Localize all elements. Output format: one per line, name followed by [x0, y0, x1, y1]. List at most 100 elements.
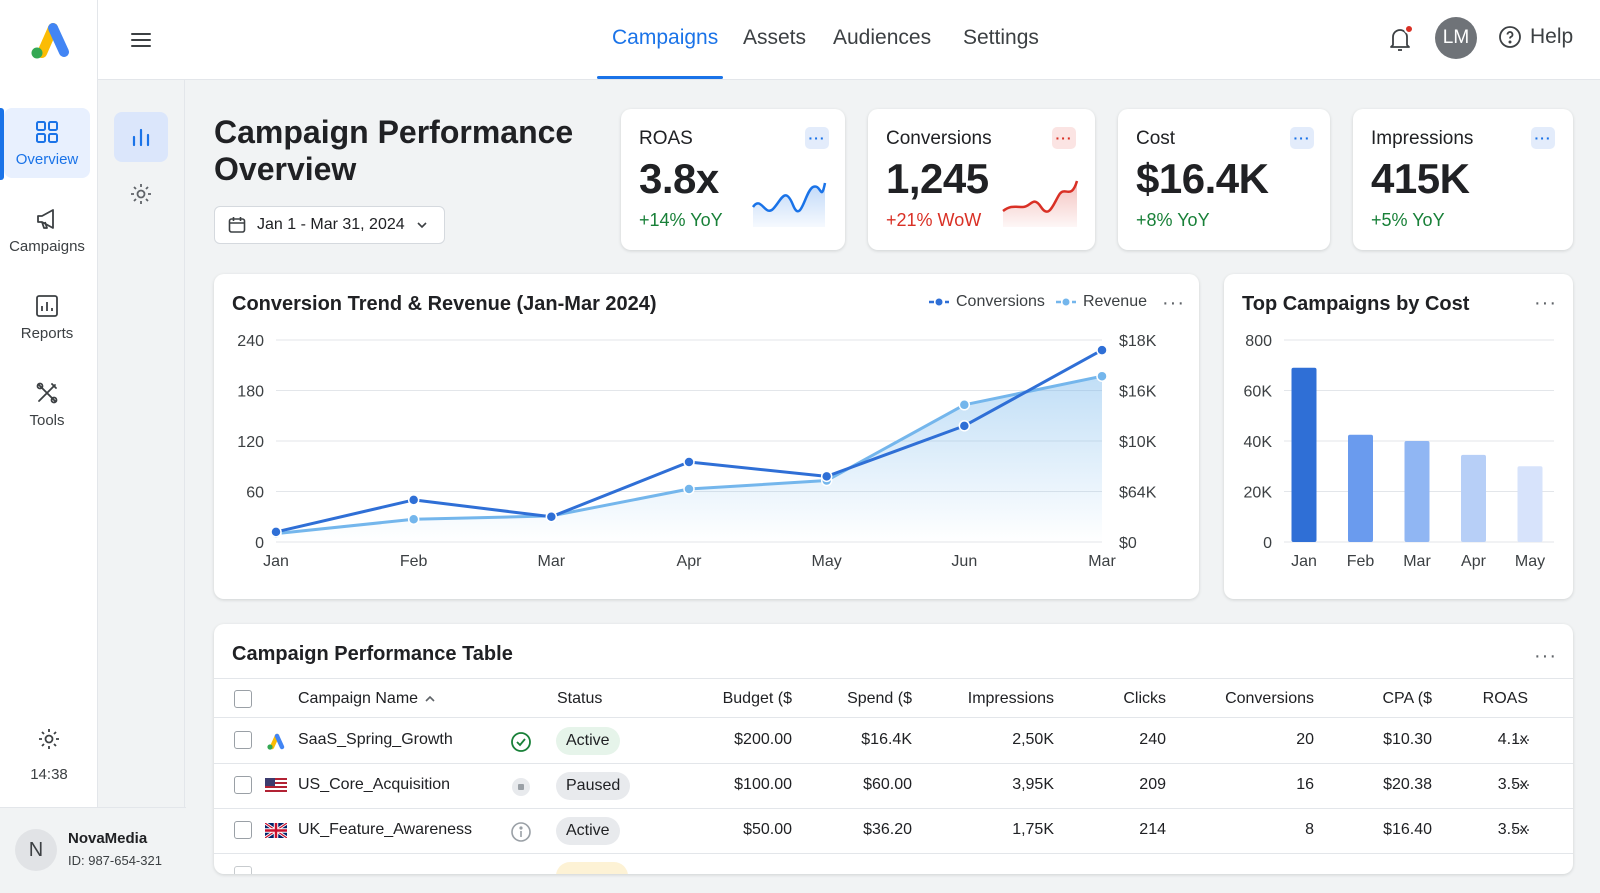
kpi-label: Impressions — [1371, 128, 1474, 149]
chart-legend: Conversions Revenue — [928, 293, 1147, 311]
tab-settings[interactable]: Settings — [963, 26, 1039, 49]
legend-revenue[interactable]: Revenue — [1055, 293, 1147, 311]
kpi-card-roas: ROAS ··· 3.8x +14% YoY — [621, 109, 845, 250]
kpi-more-button[interactable]: ··· — [1531, 127, 1555, 149]
x-tick-label: May — [812, 553, 842, 570]
campaign-name[interactable]: US_Core_Acquisition — [298, 776, 451, 793]
uk-flag-icon — [265, 823, 287, 838]
x-tick-label: Jan — [1291, 553, 1317, 570]
google-ads-logo[interactable] — [27, 17, 71, 61]
legend-label: Revenue — [1082, 293, 1147, 310]
rail-item-campaigns[interactable]: Campaigns — [4, 195, 90, 265]
tab-assets[interactable]: Assets — [743, 26, 807, 49]
y-tick-label-right: $16K — [1119, 384, 1157, 401]
analytics-view-button[interactable] — [114, 112, 168, 162]
table-row[interactable]: SaaS_Spring_Growth Active $200.00 $16.4K… — [214, 719, 1573, 764]
x-tick-label: Feb — [1347, 553, 1375, 570]
hamburger-menu-icon[interactable] — [128, 27, 154, 53]
report-icon — [36, 294, 58, 317]
kpi-more-button[interactable]: ··· — [1290, 127, 1314, 149]
y-tick-label-right: $10K — [1119, 434, 1157, 451]
status-badge: Paused — [556, 772, 631, 800]
data-point-conversions — [820, 470, 833, 483]
rail-item-overview[interactable]: Overview — [4, 108, 90, 178]
legend-swatch — [929, 298, 949, 306]
row-checkbox[interactable] — [234, 821, 252, 839]
calendar-icon — [228, 217, 246, 233]
campaign-name[interactable]: UK_Feature_Awareness — [298, 821, 473, 838]
kpi-more-button[interactable]: ··· — [805, 127, 829, 149]
row-checkbox[interactable] — [234, 866, 252, 874]
row-more-button[interactable]: ··· — [1511, 729, 1532, 749]
rail-item-reports[interactable]: Reports — [4, 282, 90, 352]
help-label: Help — [1530, 25, 1574, 48]
kpi-value: 3.8x — [639, 155, 719, 202]
budget-cell: $50.00 — [743, 821, 792, 838]
row-more-button[interactable]: ··· — [1511, 819, 1532, 839]
clock-time: 14:38 — [30, 766, 68, 783]
impressions-cell: 2,50K — [1012, 731, 1054, 748]
campaign-name[interactable]: SaaS_Spring_Growth — [298, 731, 453, 748]
column-header-cpa[interactable]: CPA ($ — [1382, 690, 1433, 707]
column-header-name[interactable]: Campaign Name — [298, 690, 436, 708]
row-checkbox[interactable] — [234, 731, 252, 749]
bar-chart: 800 60K 40K 20K 0 Jan Feb Mar Apr May — [1244, 333, 1554, 570]
data-point-conversions — [270, 526, 282, 538]
tab-campaigns[interactable]: Campaigns — [612, 26, 719, 49]
kpi-value: 415K — [1371, 155, 1470, 202]
column-header-impressions[interactable]: Impressions — [967, 690, 1054, 707]
settings-gear-icon[interactable] — [129, 182, 153, 206]
x-tick-label: Mar — [538, 553, 566, 570]
kpi-more-button[interactable]: ··· — [1052, 127, 1076, 149]
row-more-button[interactable]: ··· — [1511, 774, 1532, 794]
kpi-sparkline — [751, 182, 827, 227]
y-tick-label-right: $64K — [1119, 485, 1157, 502]
rail-item-tools[interactable]: Tools — [4, 369, 90, 439]
user-avatar[interactable]: LM — [1435, 17, 1477, 59]
bar — [1517, 466, 1543, 542]
y-tick-label-right: $0 — [1119, 535, 1137, 552]
account-name: NovaMedia — [68, 830, 148, 847]
column-header-status[interactable]: Status — [557, 690, 603, 707]
account-switcher[interactable]: N NovaMedia ID: 987-654-321 — [0, 807, 186, 893]
data-point-conversions — [407, 494, 420, 506]
date-range-picker[interactable]: Jan 1 - Mar 31, 2024 — [214, 206, 445, 244]
table-row[interactable]: US_Core_Acquisition Paused $100.00 $60.0… — [214, 764, 1573, 809]
select-all-checkbox[interactable] — [234, 690, 252, 708]
roas-cell: 4.1x — [1497, 731, 1528, 748]
settings-gear-icon[interactable] — [36, 726, 62, 752]
status-badge: Active — [556, 727, 620, 755]
column-header-conversions[interactable]: Conversions — [1225, 690, 1314, 707]
kpi-card-cost: Cost ··· $16.4K +8% YoY — [1118, 109, 1330, 250]
help-button[interactable]: Help — [1498, 25, 1573, 49]
top-campaigns-panel: Top Campaigns by Cost ··· 800 60K 40K 20K 0 J… — [1224, 274, 1573, 599]
panel-more-button[interactable]: ··· — [1534, 645, 1557, 667]
chevron-down-icon — [417, 222, 427, 229]
legend-conversions[interactable]: Conversions — [928, 293, 1045, 311]
y-tick-label-right: $18K — [1119, 333, 1157, 350]
active-tab-underline — [597, 76, 723, 79]
kpi-label: Cost — [1136, 128, 1176, 149]
grid-icon — [36, 120, 58, 143]
y-tick-label-left: 0 — [255, 535, 264, 552]
secondary-rail — [98, 80, 185, 807]
spend-cell: $16.4K — [861, 731, 912, 748]
account-id: ID: 987-654-321 — [68, 853, 162, 868]
left-rail: Overview Campaigns Reports Tools 14:38 — [0, 0, 98, 893]
spend-cell: $36.20 — [863, 821, 912, 838]
column-header-spend[interactable]: Spend ($ — [847, 690, 912, 707]
table-row[interactable]: UK_Feature_Awareness Active $50.00 $36.2… — [214, 809, 1573, 854]
x-tick-label: Apr — [1461, 553, 1487, 570]
tab-audiences[interactable]: Audiences — [833, 26, 932, 49]
table-row-partial — [214, 854, 1573, 874]
column-header-roas[interactable]: ROAS — [1482, 690, 1528, 707]
row-checkbox[interactable] — [234, 776, 252, 794]
column-header-clicks[interactable]: Clicks — [1123, 690, 1166, 707]
column-header-budget[interactable]: Budget ($ — [722, 690, 792, 707]
notification-bell-icon[interactable] — [1385, 24, 1415, 54]
clicks-cell: 240 — [1139, 731, 1166, 748]
pause-icon — [512, 778, 530, 796]
rail-item-label: Reports — [20, 324, 74, 342]
rail-item-label: Tools — [29, 411, 65, 429]
y-tick-label: 20K — [1244, 485, 1273, 502]
